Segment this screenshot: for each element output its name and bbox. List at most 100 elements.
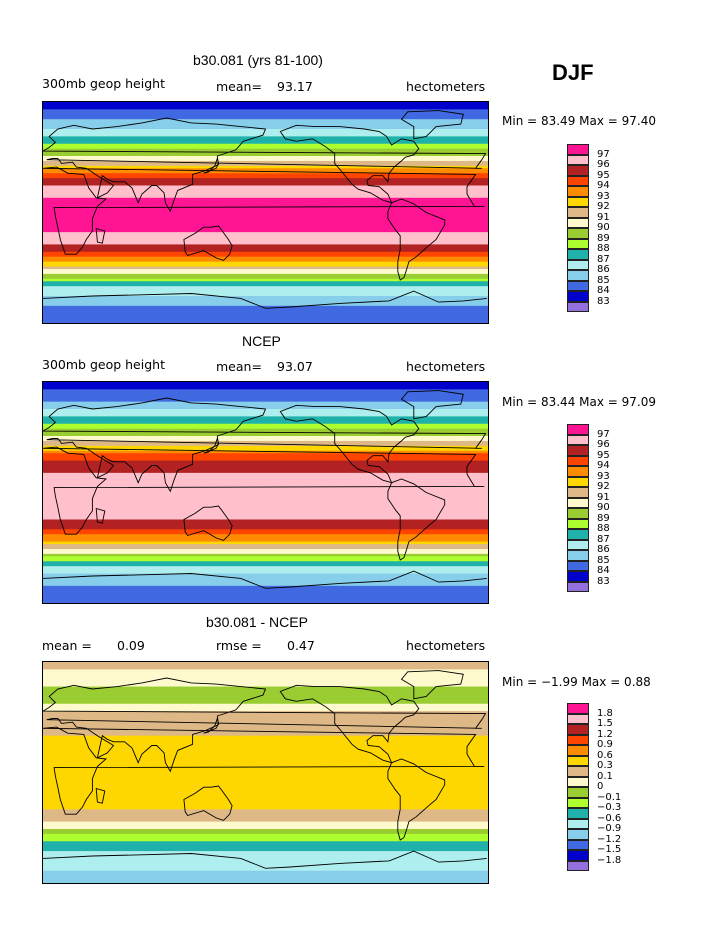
panel-rmse-value-diff: 0.47 [287, 638, 315, 653]
contour-band [43, 124, 488, 128]
contour-band [43, 160, 488, 164]
legend-label: 86 [597, 264, 610, 275]
legend-swatch [567, 734, 589, 745]
contour-band [43, 681, 488, 685]
contour-band [43, 504, 488, 508]
contour-band [43, 671, 488, 675]
coastline-eurasia [43, 117, 487, 213]
panel-mean-label-model: mean= [216, 79, 262, 94]
contour-band [43, 463, 488, 467]
legend-label: −0.3 [597, 802, 622, 813]
contour-band [43, 875, 488, 879]
contour-band [43, 826, 488, 830]
contour-band [43, 806, 488, 810]
contour-band [43, 187, 488, 191]
contour-band [43, 578, 488, 582]
contour-band [43, 268, 488, 273]
map-ncep [42, 381, 489, 604]
contour-band [43, 799, 488, 803]
coastline-africa [43, 726, 485, 815]
contour-band [43, 669, 488, 673]
contour-band [43, 789, 488, 793]
contour-band [43, 440, 488, 444]
legend-label: 96 [597, 159, 610, 170]
legend-label: 93 [597, 470, 610, 482]
panel-units-model: hectometers [406, 79, 486, 94]
contour-band [43, 784, 488, 788]
contour-band [43, 273, 488, 277]
coastline-n-america [279, 404, 420, 484]
contour-band [43, 723, 488, 727]
contour-band [43, 382, 488, 386]
legend-label: −0.1 [597, 791, 622, 803]
coastline-japan [203, 436, 219, 454]
contour-band [43, 752, 488, 756]
legend-swatch [567, 766, 589, 777]
contour-band [43, 583, 488, 587]
legend-swatch [567, 207, 589, 218]
coastline-s-america [387, 478, 446, 561]
contour-band [43, 728, 488, 732]
contour-band [43, 482, 488, 486]
contour-band [43, 411, 488, 415]
legend-swatch [567, 518, 589, 529]
contour-band [43, 153, 488, 157]
contour-band [43, 126, 488, 130]
contour-band [43, 266, 488, 270]
legend-swatch [567, 539, 589, 550]
contour-band [43, 531, 488, 535]
contour-band [43, 178, 488, 182]
contour-band [43, 548, 488, 553]
panel-mean-value-ncep: 93.07 [277, 359, 313, 374]
contour-band [43, 404, 488, 408]
legend-swatch [567, 175, 589, 186]
contour-band [43, 222, 488, 226]
contour-band [43, 593, 488, 597]
contour-band [43, 686, 488, 690]
contour-band [43, 787, 488, 791]
legend-label: 84 [597, 285, 610, 296]
legend-swatch [567, 703, 589, 714]
contour-band [43, 389, 488, 393]
contour-band [43, 195, 488, 199]
contour-band [43, 718, 488, 722]
contour-band [43, 544, 488, 548]
contour-band [43, 232, 488, 236]
contour-band [43, 745, 488, 749]
contour-band [43, 561, 488, 565]
legend-label: 84 [597, 565, 610, 576]
contour-band [43, 129, 488, 133]
legend-swatch [567, 797, 589, 808]
contour-band [43, 762, 488, 766]
legend-label: 92 [597, 481, 610, 492]
contour-band [43, 443, 488, 447]
minmax-diff: Min = −1.99 Max = 0.88 [502, 675, 651, 689]
contour-band [43, 782, 488, 786]
legend-label: 0.1 [597, 770, 613, 782]
contour-band [43, 254, 488, 258]
legend-label: 96 [597, 439, 610, 450]
contour-band [43, 138, 488, 142]
contour-band [43, 401, 488, 405]
legend-swatch [567, 713, 589, 724]
contour-band [43, 524, 488, 528]
contour-band [43, 747, 488, 751]
contour-band [43, 438, 488, 442]
contour-band [43, 271, 488, 275]
legend-swatch [567, 154, 589, 165]
contour-band [43, 396, 488, 400]
contour-band [43, 767, 488, 771]
legend-swatch [567, 571, 589, 582]
contour-band [43, 291, 488, 295]
legend-swatch [567, 776, 589, 787]
contour-band [43, 136, 488, 140]
coastline-antarctica [43, 850, 487, 869]
legend-label: −0.9 [597, 823, 622, 834]
contour-band [43, 295, 488, 300]
contour-band [43, 148, 488, 152]
contour-band [43, 848, 488, 852]
contour-band [43, 394, 488, 398]
contour-band [43, 600, 488, 603]
contour-band [43, 104, 488, 108]
contour-band [43, 716, 488, 720]
